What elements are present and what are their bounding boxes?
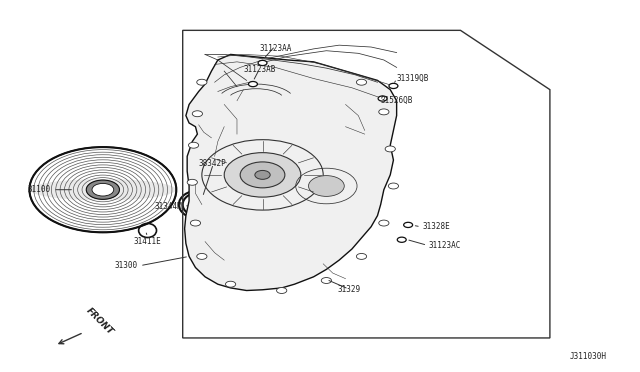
- Text: 31526QB: 31526QB: [381, 96, 413, 105]
- Circle shape: [187, 179, 197, 185]
- Circle shape: [308, 176, 344, 196]
- Circle shape: [389, 83, 398, 89]
- Circle shape: [388, 183, 399, 189]
- Text: 38342P: 38342P: [198, 159, 227, 168]
- Circle shape: [356, 79, 367, 85]
- Text: 31300: 31300: [115, 261, 138, 270]
- Text: 31123AA: 31123AA: [259, 44, 291, 53]
- Circle shape: [321, 278, 332, 283]
- Text: 31411E: 31411E: [134, 237, 161, 246]
- Text: 31329: 31329: [337, 285, 360, 294]
- Text: J311030H: J311030H: [570, 352, 607, 361]
- Circle shape: [378, 96, 387, 101]
- Polygon shape: [184, 54, 397, 291]
- Circle shape: [196, 253, 207, 259]
- Circle shape: [86, 180, 120, 199]
- Circle shape: [248, 81, 257, 87]
- Circle shape: [397, 237, 406, 242]
- Circle shape: [379, 220, 389, 226]
- Text: 31100: 31100: [28, 185, 51, 194]
- Text: 31123AB: 31123AB: [243, 65, 275, 74]
- Circle shape: [225, 281, 236, 287]
- Circle shape: [404, 222, 413, 228]
- Text: FRONT: FRONT: [84, 306, 115, 337]
- Text: 31319QB: 31319QB: [397, 74, 429, 83]
- Circle shape: [356, 253, 367, 259]
- Text: 31123AC: 31123AC: [429, 241, 461, 250]
- Circle shape: [385, 146, 396, 152]
- Ellipse shape: [29, 179, 176, 201]
- Circle shape: [92, 183, 114, 196]
- Text: 31328E: 31328E: [422, 222, 450, 231]
- Circle shape: [188, 142, 198, 148]
- Circle shape: [192, 111, 202, 117]
- Circle shape: [255, 170, 270, 179]
- Text: 31344M: 31344M: [155, 202, 182, 211]
- Circle shape: [224, 153, 301, 197]
- Circle shape: [190, 220, 200, 226]
- Circle shape: [196, 79, 207, 85]
- Circle shape: [240, 162, 285, 188]
- Circle shape: [258, 60, 267, 65]
- Circle shape: [379, 109, 389, 115]
- Circle shape: [276, 288, 287, 294]
